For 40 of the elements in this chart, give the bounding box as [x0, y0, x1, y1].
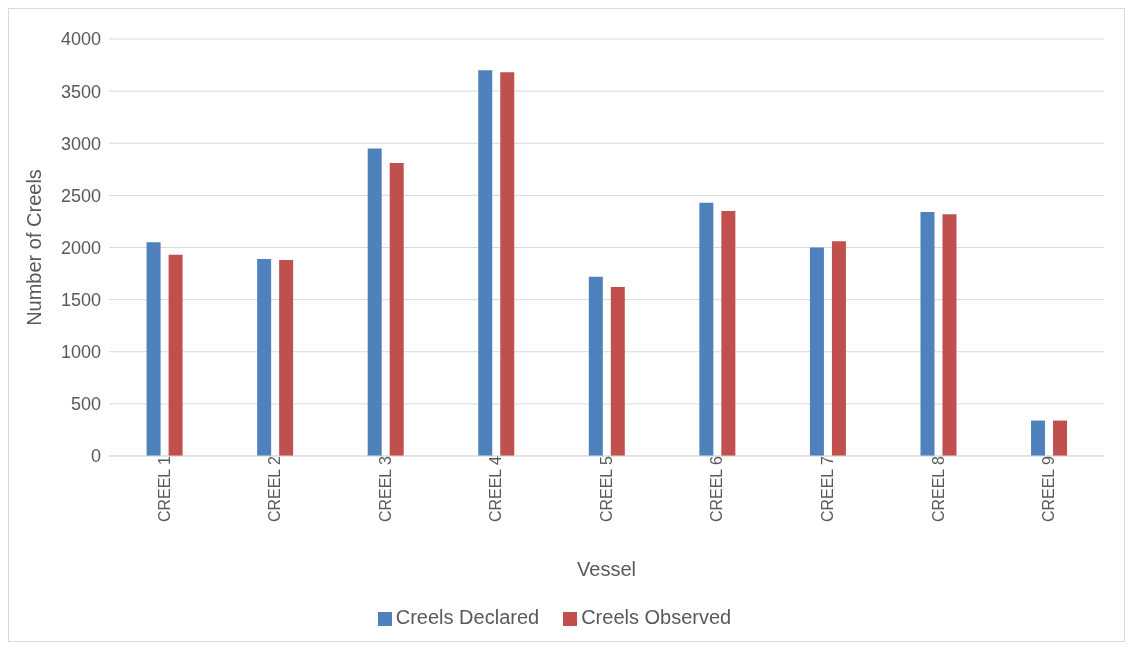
bar	[168, 254, 183, 456]
bar	[279, 260, 294, 456]
y-axis-title: Number of Creels	[23, 169, 46, 326]
legend-label: Creels Declared	[395, 606, 540, 628]
bar	[1053, 420, 1068, 456]
bar	[257, 258, 272, 456]
bar	[809, 247, 824, 456]
bar	[478, 70, 493, 456]
bar	[389, 163, 404, 456]
y-tick-label: 3000	[60, 133, 101, 154]
bar	[721, 211, 736, 456]
y-tick-label: 500	[70, 394, 101, 415]
x-tick-label: CREEL 1	[155, 455, 173, 523]
bar	[588, 276, 603, 456]
bar	[699, 202, 714, 456]
bar	[610, 287, 625, 456]
y-tick-label: 3500	[60, 81, 101, 102]
y-tick-label: 4000	[60, 29, 101, 50]
x-tick-label: CREEL 6	[708, 455, 726, 523]
x-tick-label: CREEL 3	[376, 455, 394, 523]
y-tick-label: 2000	[60, 237, 101, 258]
bar	[920, 212, 935, 456]
bar	[367, 148, 382, 456]
y-tick-label: 1500	[60, 290, 101, 311]
x-tick-label: CREEL 9	[1040, 455, 1058, 523]
bar	[942, 214, 957, 456]
x-tick-label: CREEL 5	[597, 455, 615, 523]
bar	[500, 72, 515, 456]
bar	[831, 241, 846, 456]
x-tick-label: CREEL 7	[818, 455, 836, 523]
y-tick-label: 1000	[60, 342, 101, 363]
y-tick-label: 2500	[60, 185, 101, 206]
x-tick-label: CREEL 8	[929, 455, 947, 523]
x-tick-label: CREEL 4	[487, 455, 505, 523]
legend-label: Creels Observed	[581, 606, 732, 628]
bar	[146, 242, 161, 456]
x-tick-label: CREEL 2	[266, 455, 284, 523]
y-tick-label: 0	[90, 446, 101, 467]
bar	[1031, 420, 1046, 456]
x-axis-title: Vessel	[577, 558, 636, 580]
